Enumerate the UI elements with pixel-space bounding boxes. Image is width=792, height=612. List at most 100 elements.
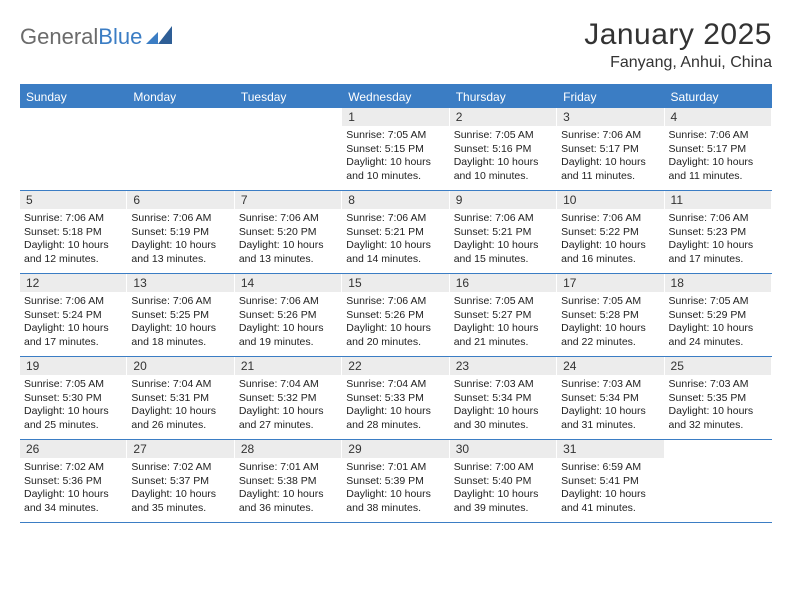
day-cell: 15Sunrise: 7:06 AMSunset: 5:26 PMDayligh… bbox=[342, 274, 449, 356]
day-body: Sunrise: 7:06 AMSunset: 5:17 PMDaylight:… bbox=[665, 126, 771, 187]
title-block: January 2025 Fanyang, Anhui, China bbox=[584, 18, 772, 72]
day-body: Sunrise: 7:05 AMSunset: 5:16 PMDaylight:… bbox=[450, 126, 556, 187]
day-cell: 4Sunrise: 7:06 AMSunset: 5:17 PMDaylight… bbox=[665, 108, 772, 190]
day-cell: 22Sunrise: 7:04 AMSunset: 5:33 PMDayligh… bbox=[342, 357, 449, 439]
daylight-line: Daylight: 10 hours and 35 minutes. bbox=[131, 488, 229, 515]
daylight-line: Daylight: 10 hours and 13 minutes. bbox=[131, 239, 229, 266]
dow-cell: Friday bbox=[557, 86, 664, 108]
day-body: Sunrise: 7:04 AMSunset: 5:32 PMDaylight:… bbox=[235, 375, 341, 436]
day-cell: 17Sunrise: 7:05 AMSunset: 5:28 PMDayligh… bbox=[557, 274, 664, 356]
sunset-line: Sunset: 5:31 PM bbox=[131, 392, 229, 406]
day-body: Sunrise: 7:06 AMSunset: 5:26 PMDaylight:… bbox=[235, 292, 341, 353]
day-number: 21 bbox=[235, 357, 341, 375]
daylight-line: Daylight: 10 hours and 14 minutes. bbox=[346, 239, 444, 266]
day-body: Sunrise: 7:06 AMSunset: 5:21 PMDaylight:… bbox=[342, 209, 448, 270]
sunrise-line: Sunrise: 7:06 AM bbox=[454, 212, 552, 226]
day-cell: 12Sunrise: 7:06 AMSunset: 5:24 PMDayligh… bbox=[20, 274, 127, 356]
day-body: Sunrise: 7:06 AMSunset: 5:17 PMDaylight:… bbox=[557, 126, 663, 187]
sunrise-line: Sunrise: 7:05 AM bbox=[346, 129, 444, 143]
day-body: Sunrise: 7:03 AMSunset: 5:34 PMDaylight:… bbox=[557, 375, 663, 436]
day-body: Sunrise: 7:06 AMSunset: 5:22 PMDaylight:… bbox=[557, 209, 663, 270]
day-body: Sunrise: 7:00 AMSunset: 5:40 PMDaylight:… bbox=[450, 458, 556, 519]
daylight-line: Daylight: 10 hours and 30 minutes. bbox=[454, 405, 552, 432]
header: GeneralBlue January 2025 Fanyang, Anhui,… bbox=[20, 18, 772, 72]
day-cell: 26Sunrise: 7:02 AMSunset: 5:36 PMDayligh… bbox=[20, 440, 127, 522]
daylight-line: Daylight: 10 hours and 20 minutes. bbox=[346, 322, 444, 349]
sunset-line: Sunset: 5:21 PM bbox=[454, 226, 552, 240]
day-cell: 21Sunrise: 7:04 AMSunset: 5:32 PMDayligh… bbox=[235, 357, 342, 439]
sunset-line: Sunset: 5:24 PM bbox=[24, 309, 122, 323]
sunrise-line: Sunrise: 7:06 AM bbox=[239, 212, 337, 226]
day-body: Sunrise: 7:05 AMSunset: 5:15 PMDaylight:… bbox=[342, 126, 448, 187]
day-number: 18 bbox=[665, 274, 771, 292]
day-cell: 29Sunrise: 7:01 AMSunset: 5:39 PMDayligh… bbox=[342, 440, 449, 522]
sunrise-line: Sunrise: 7:03 AM bbox=[561, 378, 659, 392]
day-number: 10 bbox=[557, 191, 663, 209]
daylight-line: Daylight: 10 hours and 21 minutes. bbox=[454, 322, 552, 349]
day-body: Sunrise: 7:05 AMSunset: 5:27 PMDaylight:… bbox=[450, 292, 556, 353]
sunrise-line: Sunrise: 7:03 AM bbox=[669, 378, 767, 392]
day-number: 5 bbox=[20, 191, 126, 209]
day-body: Sunrise: 7:06 AMSunset: 5:19 PMDaylight:… bbox=[127, 209, 233, 270]
daylight-line: Daylight: 10 hours and 12 minutes. bbox=[24, 239, 122, 266]
day-cell: 24Sunrise: 7:03 AMSunset: 5:34 PMDayligh… bbox=[557, 357, 664, 439]
sunset-line: Sunset: 5:33 PM bbox=[346, 392, 444, 406]
daylight-line: Daylight: 10 hours and 26 minutes. bbox=[131, 405, 229, 432]
daylight-line: Daylight: 10 hours and 28 minutes. bbox=[346, 405, 444, 432]
day-body: Sunrise: 7:06 AMSunset: 5:21 PMDaylight:… bbox=[450, 209, 556, 270]
sunrise-line: Sunrise: 7:05 AM bbox=[454, 129, 552, 143]
sunrise-line: Sunrise: 7:06 AM bbox=[131, 212, 229, 226]
sunrise-line: Sunrise: 7:01 AM bbox=[239, 461, 337, 475]
day-number: 24 bbox=[557, 357, 663, 375]
sunrise-line: Sunrise: 7:05 AM bbox=[454, 295, 552, 309]
day-number: 25 bbox=[665, 357, 771, 375]
sunrise-line: Sunrise: 7:06 AM bbox=[131, 295, 229, 309]
daylight-line: Daylight: 10 hours and 19 minutes. bbox=[239, 322, 337, 349]
day-cell: 23Sunrise: 7:03 AMSunset: 5:34 PMDayligh… bbox=[450, 357, 557, 439]
day-number: 1 bbox=[342, 108, 448, 126]
dow-cell: Thursday bbox=[450, 86, 557, 108]
day-body: Sunrise: 7:06 AMSunset: 5:18 PMDaylight:… bbox=[20, 209, 126, 270]
sunrise-line: Sunrise: 7:05 AM bbox=[24, 378, 122, 392]
daylight-line: Daylight: 10 hours and 17 minutes. bbox=[669, 239, 767, 266]
day-cell: 20Sunrise: 7:04 AMSunset: 5:31 PMDayligh… bbox=[127, 357, 234, 439]
day-cell bbox=[20, 108, 127, 190]
sunset-line: Sunset: 5:29 PM bbox=[669, 309, 767, 323]
sunset-line: Sunset: 5:18 PM bbox=[24, 226, 122, 240]
day-body: Sunrise: 7:04 AMSunset: 5:33 PMDaylight:… bbox=[342, 375, 448, 436]
day-number bbox=[127, 108, 233, 126]
sunrise-line: Sunrise: 7:06 AM bbox=[24, 212, 122, 226]
sunset-line: Sunset: 5:17 PM bbox=[561, 143, 659, 157]
day-number: 30 bbox=[450, 440, 556, 458]
day-number: 26 bbox=[20, 440, 126, 458]
day-body: Sunrise: 7:06 AMSunset: 5:20 PMDaylight:… bbox=[235, 209, 341, 270]
sunset-line: Sunset: 5:32 PM bbox=[239, 392, 337, 406]
day-number: 15 bbox=[342, 274, 448, 292]
dow-cell: Saturday bbox=[665, 86, 772, 108]
dow-cell: Monday bbox=[127, 86, 234, 108]
sunrise-line: Sunrise: 7:01 AM bbox=[346, 461, 444, 475]
sunset-line: Sunset: 5:27 PM bbox=[454, 309, 552, 323]
week-row: 1Sunrise: 7:05 AMSunset: 5:15 PMDaylight… bbox=[20, 108, 772, 191]
day-cell: 7Sunrise: 7:06 AMSunset: 5:20 PMDaylight… bbox=[235, 191, 342, 273]
day-cell: 28Sunrise: 7:01 AMSunset: 5:38 PMDayligh… bbox=[235, 440, 342, 522]
sunrise-line: Sunrise: 6:59 AM bbox=[561, 461, 659, 475]
day-cell: 9Sunrise: 7:06 AMSunset: 5:21 PMDaylight… bbox=[450, 191, 557, 273]
dow-row: SundayMondayTuesdayWednesdayThursdayFrid… bbox=[20, 86, 772, 108]
daylight-line: Daylight: 10 hours and 15 minutes. bbox=[454, 239, 552, 266]
day-body: Sunrise: 7:01 AMSunset: 5:39 PMDaylight:… bbox=[342, 458, 448, 519]
daylight-line: Daylight: 10 hours and 38 minutes. bbox=[346, 488, 444, 515]
sunset-line: Sunset: 5:17 PM bbox=[669, 143, 767, 157]
day-body: Sunrise: 6:59 AMSunset: 5:41 PMDaylight:… bbox=[557, 458, 663, 519]
day-cell: 5Sunrise: 7:06 AMSunset: 5:18 PMDaylight… bbox=[20, 191, 127, 273]
day-cell: 8Sunrise: 7:06 AMSunset: 5:21 PMDaylight… bbox=[342, 191, 449, 273]
day-body: Sunrise: 7:02 AMSunset: 5:37 PMDaylight:… bbox=[127, 458, 233, 519]
day-body: Sunrise: 7:03 AMSunset: 5:35 PMDaylight:… bbox=[665, 375, 771, 436]
sunset-line: Sunset: 5:21 PM bbox=[346, 226, 444, 240]
sunset-line: Sunset: 5:25 PM bbox=[131, 309, 229, 323]
day-body: Sunrise: 7:05 AMSunset: 5:28 PMDaylight:… bbox=[557, 292, 663, 353]
daylight-line: Daylight: 10 hours and 34 minutes. bbox=[24, 488, 122, 515]
day-number: 6 bbox=[127, 191, 233, 209]
sunset-line: Sunset: 5:41 PM bbox=[561, 475, 659, 489]
sunset-line: Sunset: 5:23 PM bbox=[669, 226, 767, 240]
